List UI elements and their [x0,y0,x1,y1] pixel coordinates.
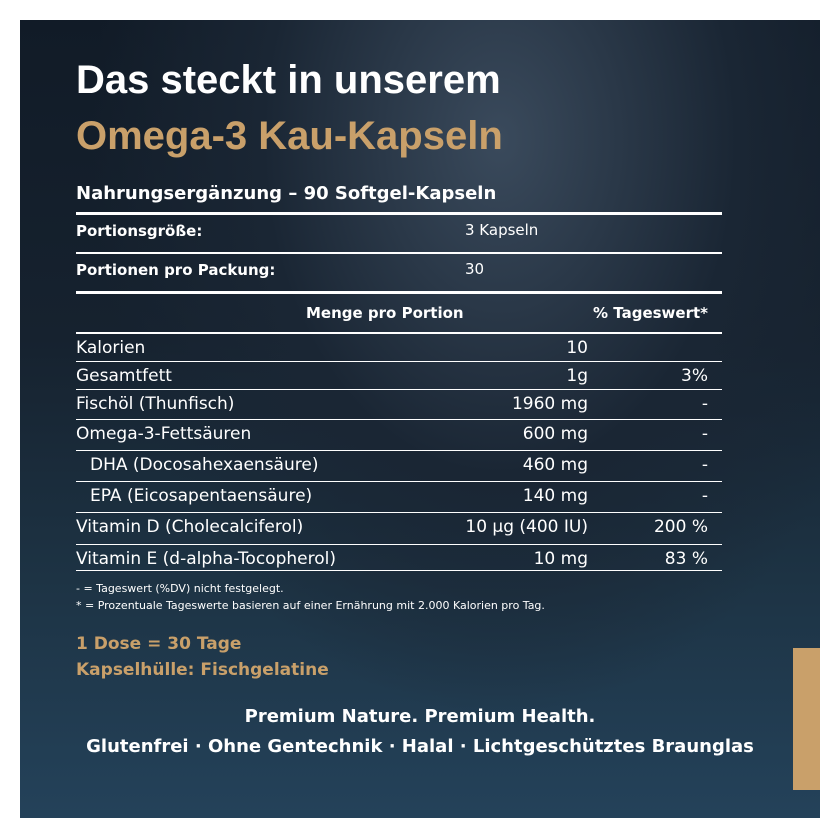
amount: 140 mg [522,486,588,506]
divider [76,291,722,294]
daily-value: 3% [681,366,708,386]
amount: 1960 mg [511,394,588,414]
title: Omega-3 Kau-Kapseln [76,114,503,158]
nutrient-name: Fischöl (Thunfisch) [76,394,235,414]
divider [76,252,722,254]
nutrient-name: EPA (Eicosapentaensäure) [90,486,313,506]
panel: Das steckt in unserem Omega-3 Kau-Kapsel… [20,20,820,818]
row-divider [76,481,722,482]
nutrient-name: Omega-3-Fettsäuren [76,424,252,444]
serving-value: 30 [465,260,485,278]
info: 1 Dose = 30 Tage [76,634,242,654]
amount: 460 mg [522,455,588,475]
title: Das steckt in unserem [76,58,501,102]
daily-value: - [701,394,708,414]
row-divider [76,389,722,390]
serving-label: Portionsgröße: [76,222,203,240]
row-divider [76,450,722,451]
footnote: - = Tageswert (%DV) nicht festgelegt. [76,582,284,595]
slogan: Premium Nature. Premium Health. [244,706,596,727]
column-header: % Tageswert* [593,304,708,322]
daily-value: - [701,486,708,506]
row-divider [76,570,722,571]
subtitle: Nahrungsergänzung – 90 Softgel-Kapseln [76,183,497,204]
amount: 600 mg [522,424,588,444]
serving-label: Portionen pro Packung: [76,261,276,279]
amount: 1g [566,366,588,386]
nutrient-name: Vitamin E (d-alpha-Tocopherol) [76,549,336,569]
daily-value: - [701,455,708,475]
divider [76,212,722,215]
row-divider [76,361,722,362]
row-divider [76,544,722,545]
amount: 10 mg [533,549,588,569]
serving-value: 3 Kapseln [465,221,539,239]
amount: 10 µg (400 IU) [465,517,588,537]
nutrient-name: Vitamin D (Cholecalciferol) [76,517,304,537]
divider [76,332,722,334]
daily-value: - [701,424,708,444]
nutrient-name: Kalorien [76,338,146,358]
row-divider [76,512,722,513]
amount: 10 [566,338,588,358]
row-divider [76,419,722,420]
accent-bar [793,648,820,790]
daily-value: 83 % [664,549,708,569]
daily-value: 200 % [653,517,708,537]
features: Glutenfrei · Ohne Gentechnik · Halal · L… [86,736,754,757]
nutrient-name: DHA (Docosahexaensäure) [90,455,319,475]
nutrient-name: Gesamtfett [76,366,172,386]
info: Kapselhülle: Fischgelatine [76,660,329,680]
column-header: Menge pro Portion [306,304,464,322]
footnote: * = Prozentuale Tageswerte basieren auf … [76,599,545,612]
